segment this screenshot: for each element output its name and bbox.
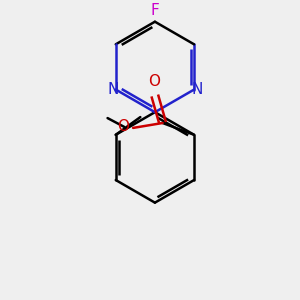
Text: F: F (151, 3, 159, 18)
Text: O: O (117, 119, 129, 134)
Text: O: O (148, 74, 160, 88)
Text: N: N (107, 82, 118, 97)
Text: N: N (191, 82, 203, 97)
